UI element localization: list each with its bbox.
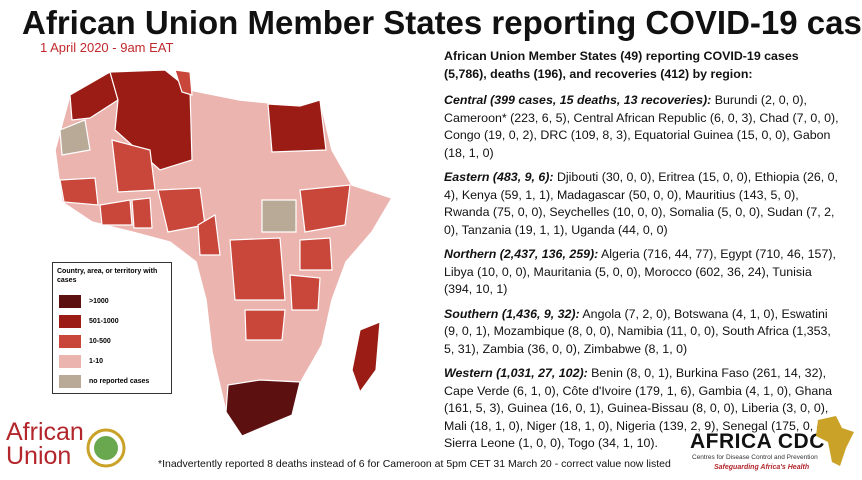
region-heading: Eastern (483, 9, 6): [444,170,554,184]
drc [229,237,286,301]
south-africa [225,379,301,437]
legend-label: 501-1000 [89,317,119,325]
au-logo-line1: African [6,418,84,446]
cameroon [197,214,221,256]
morocco [69,71,119,121]
countries [59,69,381,437]
region-body: Benin (8, 0, 1), Burkina Faso (261, 14, … [444,366,838,450]
legend-swatch [59,354,81,368]
egypt [267,99,327,153]
region-heading: Southern (1,436, 9, 32): [444,306,580,321]
legend-swatch [59,334,81,348]
date: 1 April 2020 - 9am EAT [40,40,174,55]
legend-swatch [59,314,81,328]
region-heading: Western (1,031, 27, 102): [444,366,588,380]
cdc-motto: Safeguarding Africa's Health [714,464,810,471]
legend-item: 501-1000 [53,311,171,331]
summary: African Union Member States (49) reporti… [444,49,799,81]
legend-swatch [59,294,81,308]
regions: Central (399 cases, 15 deaths, 13 recove… [444,92,842,453]
legend-items: >1000 501-1000 10-500 1-10 no reported cases [53,291,171,391]
legend-label: 10-500 [89,337,111,345]
map [54,69,394,437]
region-body: Algeria (716, 44, 77), Egypt (710, 46, 1… [444,247,836,296]
region: Eastern (483, 9, 6): Djibouti (30, 0, 0)… [444,169,842,239]
ghana [131,197,153,229]
legend: Country, area, or territory with cases >… [52,262,172,394]
ethiopia [299,184,351,233]
legend-swatch [59,374,81,388]
footnote: *Inadvertently reported 8 deaths instead… [158,458,671,470]
region-body: Burundi (2, 0, 0), Cameroon* (223, 6, 5)… [444,93,839,160]
legend-label: >1000 [89,297,109,305]
algeria [109,69,193,171]
au-emblem [86,428,126,468]
legend-item: 1-10 [53,351,171,371]
tunisia [174,69,193,96]
region: Southern (1,436, 9, 32): Angola (7, 2, 0… [444,306,842,359]
legend-item: 10-500 [53,331,171,351]
region: Central (399 cases, 15 deaths, 13 recove… [444,92,842,162]
cdc-emblem [816,416,854,466]
region-body: Djibouti (30, 0, 0), Eritrea (15, 0, 0),… [444,170,838,237]
tanzania [289,274,321,311]
mali [111,139,156,193]
madagascar [351,321,381,394]
text-column: African Union Member States (49) reporti… [444,48,842,460]
western-sahara [59,119,91,156]
region-body: Angola (7, 2, 0), Botswana (4, 1, 0), Es… [444,306,831,356]
cdc-subtitle: Centres for Disease Control and Preventi… [692,454,818,461]
kenya [299,237,333,271]
south-sudan [261,199,297,233]
zambia [244,309,286,341]
region: Northern (2,437, 136, 259): Algeria (716… [444,246,842,299]
senegal [59,177,99,206]
legend-item: >1000 [53,291,171,311]
cdc-name: AFRICA CDC [690,430,825,453]
region: Western (1,031, 27, 102): Benin (8, 0, 1… [444,365,842,453]
legend-item: no reported cases [53,371,171,391]
legend-title: Country, area, or territory with cases [57,268,158,284]
title: African Union Member States reporting CO… [22,4,862,41]
region-heading: Central (399 cases, 15 deaths, 13 recove… [444,93,712,107]
au-logo-line2: Union [6,442,72,470]
cote-divoire [99,199,133,226]
legend-label: no reported cases [89,377,150,385]
legend-label: 1-10 [89,357,104,365]
region-heading: Northern (2,437, 136, 259): [444,247,599,261]
